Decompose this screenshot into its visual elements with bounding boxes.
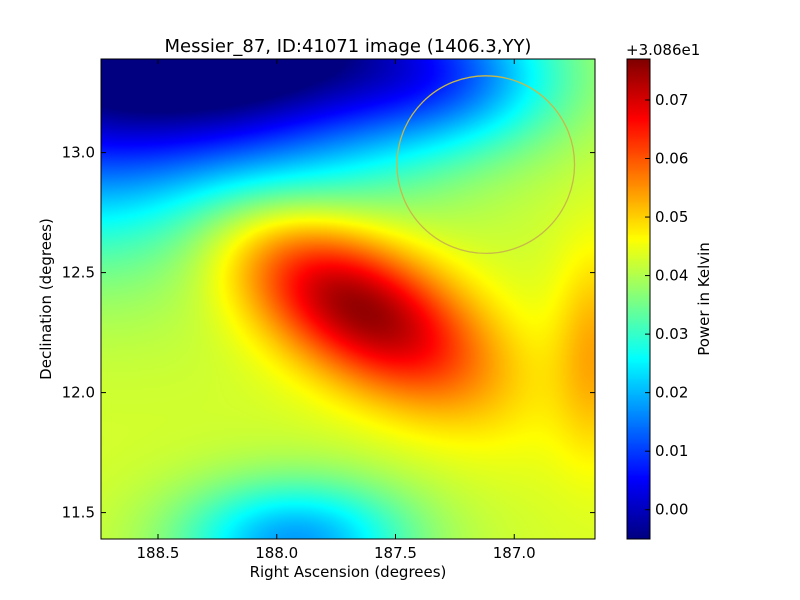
colorbar-image <box>627 59 650 539</box>
colorbar-tick-label: 0.03 <box>655 325 688 343</box>
y-axis-label: Declination (degrees) <box>37 218 55 380</box>
x-tick-label: 187.5 <box>374 544 417 562</box>
plot-frame <box>100 58 596 540</box>
colorbar-tick-label: 0.00 <box>655 501 688 519</box>
region-circle <box>396 75 576 255</box>
colorbar-offset-label: +3.086e1 <box>626 41 700 59</box>
colorbar-label: Power in Kelvin <box>695 242 713 356</box>
colorbar-tick-label: 0.05 <box>655 208 688 226</box>
y-tick-label: 12.5 <box>62 264 95 282</box>
y-tick-label: 12.0 <box>62 384 95 402</box>
chart-title: Messier_87, ID:41071 image (1406.3,YY) <box>165 36 532 57</box>
colorbar-tick-label: 0.01 <box>655 442 688 460</box>
colorbar-tick-label: 0.06 <box>655 150 688 168</box>
heatmap-image <box>101 59 595 539</box>
y-tick-label: 13.0 <box>62 144 95 162</box>
x-axis-label: Right Ascension (degrees) <box>250 563 447 581</box>
colorbar-ticks: 0.00 0.01 0.02 0.03 0.04 0.05 0.06 0.07 <box>645 91 688 519</box>
colorbar-tick-label: 0.07 <box>655 91 688 109</box>
x-tick-label: 188.5 <box>137 544 180 562</box>
y-tick-label: 11.5 <box>62 504 95 522</box>
colorbar-tick-label: 0.02 <box>655 384 688 402</box>
colorbar-tick-label: 0.04 <box>655 267 688 285</box>
x-axis-ticks: 188.5 188.0 187.5 187.0 <box>137 59 536 562</box>
x-tick-label: 187.0 <box>493 544 536 562</box>
colorbar-frame <box>626 58 651 540</box>
x-tick-label: 188.0 <box>255 544 298 562</box>
y-axis-ticks: 11.5 12.0 12.5 13.0 <box>62 144 595 522</box>
